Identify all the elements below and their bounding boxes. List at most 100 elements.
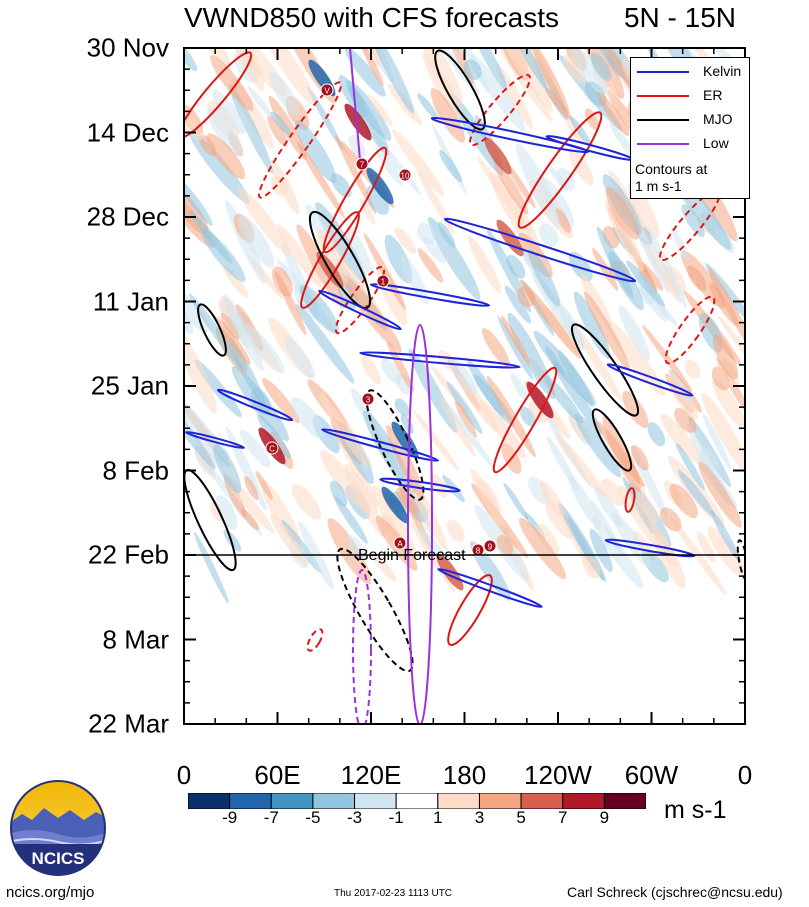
anomaly-patch (449, 358, 478, 396)
anomaly-patch (568, 251, 593, 282)
er-contour (322, 146, 388, 254)
x-tick-label: 180 (442, 760, 487, 790)
anomaly-patch (212, 89, 246, 135)
anomaly-patch (244, 476, 259, 500)
storm-marker-label: 9 (488, 543, 493, 552)
anomaly-patch (486, 375, 536, 458)
anomaly-patch (290, 397, 325, 439)
anomaly-patch (569, 116, 593, 148)
mjo-contour (570, 323, 640, 417)
er-contour (306, 628, 324, 652)
anomaly-patch (528, 400, 548, 423)
legend-item-er: ER (631, 86, 749, 106)
colorbar-bin (562, 793, 605, 809)
anomaly-patch (570, 320, 623, 402)
anomaly-patch (295, 304, 355, 384)
storm-marker-label: V (324, 87, 330, 96)
anomaly-patch (470, 468, 505, 527)
anomaly-patch (504, 285, 532, 324)
anomaly-patch (712, 378, 745, 429)
anomaly-patch (531, 48, 570, 114)
anomaly-patch (571, 48, 609, 93)
anomaly-patch (345, 464, 386, 537)
mjo-contour (197, 303, 227, 357)
er-contour (664, 295, 716, 365)
anomaly-patch (222, 265, 249, 299)
storm-marker-circle (355, 157, 369, 171)
anomaly-patch (349, 85, 390, 156)
anomaly-patch (257, 414, 291, 459)
anomaly-patch (228, 84, 274, 174)
colorbar-unit: m s-1 (664, 796, 727, 824)
anomaly-patch (519, 517, 566, 580)
anomaly-patch (360, 48, 384, 87)
x-tick-label: 120W (524, 760, 592, 790)
anomaly-patch (712, 334, 738, 380)
legend-label-er: ER (703, 87, 723, 103)
anomaly-patch (510, 373, 528, 401)
anomaly-patch (717, 315, 745, 379)
anomaly-patch (206, 107, 244, 157)
storm-marker-label: 8 (476, 547, 481, 556)
anomaly-patch (206, 133, 246, 180)
anomaly-patch (267, 115, 288, 147)
er-contour (447, 574, 493, 646)
anomaly-patch (555, 434, 606, 498)
anomaly-patch (201, 229, 246, 283)
anomaly-patch (496, 535, 514, 555)
storm-marker-circle (376, 274, 390, 288)
anomaly-patch (215, 494, 238, 531)
colorbar-bin (478, 793, 522, 809)
anomaly-patch (636, 492, 659, 523)
anomaly-patch (443, 400, 496, 470)
anomaly-patch (440, 396, 476, 457)
anomaly-patch (497, 315, 534, 380)
anomaly-patch (611, 512, 652, 568)
storm-marker: A (393, 536, 407, 550)
legend-item-low: Low (631, 134, 749, 154)
anomaly-patch (437, 221, 456, 248)
colorbar-tick-label: -5 (305, 808, 321, 827)
kelvin-contour (185, 430, 245, 450)
anomaly-patch (334, 495, 368, 544)
anomaly-patch (417, 169, 455, 234)
storm-marker-circle (471, 543, 485, 557)
legend-label-kelvin: Kelvin (703, 63, 742, 79)
anomaly-patch (261, 48, 316, 105)
legend-note-line-2: 1 m s-1 (635, 178, 682, 194)
anomaly-patch (446, 520, 465, 543)
kelvin-contour (443, 217, 637, 283)
anomaly-patch (590, 52, 612, 82)
colorbar-tick-label: 5 (516, 808, 526, 827)
legend-note: Contours at 1 m s-1 (635, 161, 707, 195)
anomaly-patch (214, 316, 251, 365)
anomaly-core (344, 103, 372, 141)
mjo-contour (308, 210, 372, 310)
anomaly-patch (596, 91, 630, 136)
storm-marker: C (265, 441, 279, 455)
anomaly-patch (675, 442, 706, 491)
anomaly-patch (568, 475, 602, 530)
anomaly-patch (270, 176, 288, 197)
anomaly-patch (371, 551, 397, 582)
kelvin-contour (369, 283, 491, 307)
storm-marker-circle (320, 83, 334, 97)
anomaly-patch (503, 482, 529, 521)
storm-marker: 1 (376, 274, 390, 288)
anomaly-patch (223, 294, 264, 371)
anomaly-patch (315, 202, 367, 283)
y-tick-label: 8 Mar (102, 624, 169, 654)
anomaly-patch (592, 516, 644, 589)
y-tick-label: 22 Mar (88, 708, 169, 739)
anomaly-patch (439, 149, 463, 183)
anomaly-patch (194, 359, 242, 418)
anomaly-patch (262, 378, 300, 424)
kelvin-contour (216, 388, 294, 422)
anomaly-patch (392, 129, 445, 197)
storm-marker: 10 (398, 168, 412, 182)
anomaly-patch (274, 271, 307, 335)
anomaly-patch (544, 87, 572, 120)
storm-marker-label: 3 (366, 396, 371, 405)
x-tick-label: 60W (624, 760, 679, 790)
anomaly-patch (649, 231, 688, 309)
